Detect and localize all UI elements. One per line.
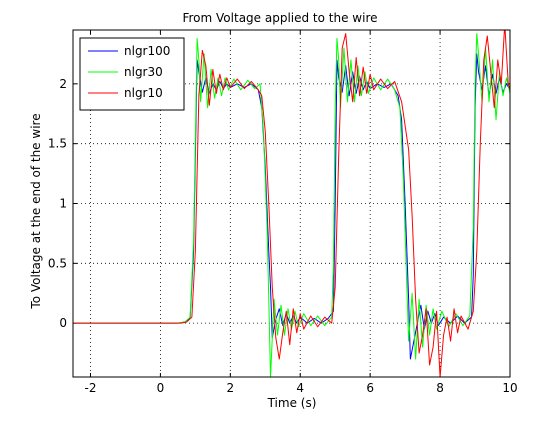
y-tick-label: 1	[59, 197, 67, 211]
y-tick-labels: 0 0.5 1 1.5 2	[48, 77, 67, 330]
x-tick-label: 10	[502, 381, 517, 395]
x-axis-label: Time (s)	[267, 396, 317, 410]
x-tick-label: 4	[296, 381, 304, 395]
legend-box	[79, 37, 185, 111]
x-tick-label: -2	[84, 381, 96, 395]
x-tick-labels: -2 0 2 4 6 8 10	[84, 381, 517, 395]
y-tick-label: 0	[59, 316, 67, 330]
y-tick-label: 2	[59, 77, 67, 91]
x-tick-label: 2	[226, 381, 234, 395]
y-axis-label: To Voltage at the end of the wire	[29, 113, 43, 309]
x-tick-label: 6	[366, 381, 374, 395]
y-tick-label: 1.5	[48, 137, 67, 151]
chart-title: From Voltage applied to the wire	[182, 11, 377, 25]
plot-border	[72, 29, 511, 378]
series-lines	[73, 30, 510, 377]
y-tick-label: 0.5	[48, 256, 67, 270]
series-line-nlgr10	[73, 30, 510, 377]
y-tick-marks	[73, 83, 510, 324]
legend-label: nlgr10	[124, 86, 163, 100]
legend-label: nlgr30	[124, 65, 163, 79]
x-tick-label: 8	[436, 381, 444, 395]
legend-label: nlgr100	[124, 44, 170, 58]
x-tick-label: 0	[157, 381, 165, 395]
legend: nlgr100 nlgr30 nlgr10	[79, 37, 185, 111]
